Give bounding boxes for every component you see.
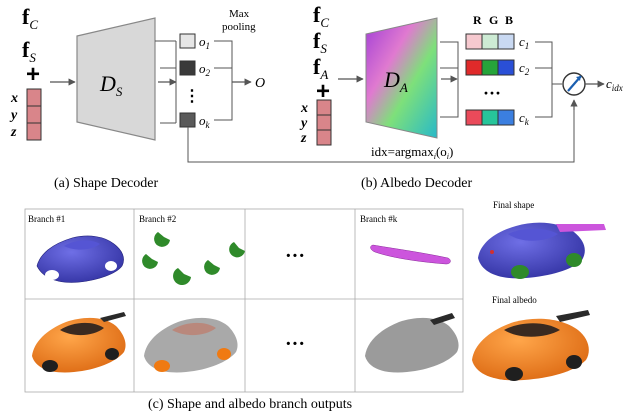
rgb-header-g: G [489, 13, 498, 27]
occupancy-dots: ⋮ [184, 88, 200, 105]
rgb-header-r: R [473, 13, 482, 27]
color-rows-ellipsis: ··· [483, 83, 501, 103]
color-row-3-label: ck [519, 110, 530, 127]
albedo-input-fs: fS [313, 28, 327, 56]
occupancy-o2-label: o2 [199, 61, 211, 78]
branch-outputs-caption: (c) Shape and albedo branch outputs [148, 397, 352, 412]
color-row-2-cell-1 [465, 59, 483, 76]
occupancy-o1-label: o1 [199, 34, 210, 51]
albedo-plus-sign: + [316, 78, 330, 105]
albedo-coord-x: x [300, 101, 308, 116]
pooled-output-o: O [255, 76, 265, 91]
argmax-formula: idx=argmaxi(oi) [371, 144, 453, 161]
color-rows: c1 c2 ck [465, 33, 530, 127]
branch-bottom-ellipsis: ··· [285, 333, 305, 355]
branch-2-shape-wheels [142, 232, 245, 286]
selected-color-output: cidx [606, 76, 623, 93]
color-row-2-label: c2 [519, 60, 530, 77]
occupancy-ok-box [179, 112, 196, 128]
shape-decoder-label: DS [99, 71, 123, 99]
shape-decoder-block [76, 17, 156, 141]
branch-1-shape-car [36, 235, 124, 283]
color-row-1-cell-1 [465, 33, 483, 50]
rgb-header-b: B [505, 13, 513, 27]
albedo-input-fa: fA [313, 54, 328, 82]
index-feedback-line [187, 106, 575, 163]
final-albedo-label: Final albedo [492, 295, 537, 305]
albedo-decoder-caption: (b) Albedo Decoder [361, 176, 473, 191]
shape-decoder-caption: (a) Shape Decoder [54, 176, 159, 191]
final-shape-label: Final shape [493, 200, 534, 210]
color-row-3-cell-1 [465, 109, 483, 126]
shape-xyz-input: x y z [9, 88, 42, 141]
occupancy-ok-label: ok [199, 113, 211, 130]
shape-coord-y: y [9, 108, 18, 123]
branch-k-label: Branch #k [360, 214, 398, 224]
final-shape-car [478, 222, 606, 279]
shape-coord-z: z [10, 125, 17, 140]
albedo-decoder: fC fS fA + x y z DA R G B c1 c2 ck ··· [299, 2, 623, 191]
selector-dial [562, 72, 586, 96]
branch-top-ellipsis: ··· [285, 245, 305, 267]
albedo-input-fc: fC [313, 2, 329, 30]
branch-1-label: Branch #1 [28, 214, 65, 224]
shape-plus-sign: + [26, 61, 40, 88]
max-pooling-label-2: pooling [222, 21, 256, 33]
color-row-1-label: c1 [519, 34, 529, 51]
albedo-xyz-input: x y z [299, 99, 332, 146]
color-row-2-cell-2 [481, 59, 499, 76]
color-row-3-cell-2 [481, 109, 499, 126]
max-pooling-label: Max [229, 8, 250, 20]
albedo-decoder-block [365, 17, 438, 139]
branch-k-shape-spoiler [370, 244, 451, 265]
shape-input-fc: fC [22, 4, 38, 32]
branch-1-albedo-car [32, 312, 126, 373]
branch-outputs-panel: Branch #1 Branch #2 Branch #k ··· ··· [24, 200, 606, 412]
shape-decoder: fC fS + x y z DS ⋮ o1 o2 ok Max pooling … [9, 4, 265, 191]
shape-input-fs: fS [22, 37, 36, 65]
shape-coord-x: x [10, 91, 18, 106]
final-albedo-car [472, 310, 590, 381]
branch-2-albedo-car [144, 317, 238, 373]
occupancy-o1-box [179, 33, 196, 49]
color-row-2-cell-3 [497, 59, 515, 76]
branch-2-label: Branch #2 [139, 214, 176, 224]
albedo-decoder-label: DA [383, 67, 408, 95]
color-row-1-cell-2 [481, 33, 499, 50]
branch-k-albedo-car [365, 313, 459, 373]
color-row-3-cell-3 [497, 109, 515, 126]
albedo-coord-z: z [300, 131, 307, 146]
color-row-1-cell-3 [497, 33, 515, 50]
albedo-coord-y: y [299, 116, 308, 131]
occupancy-o2-box [179, 60, 196, 76]
